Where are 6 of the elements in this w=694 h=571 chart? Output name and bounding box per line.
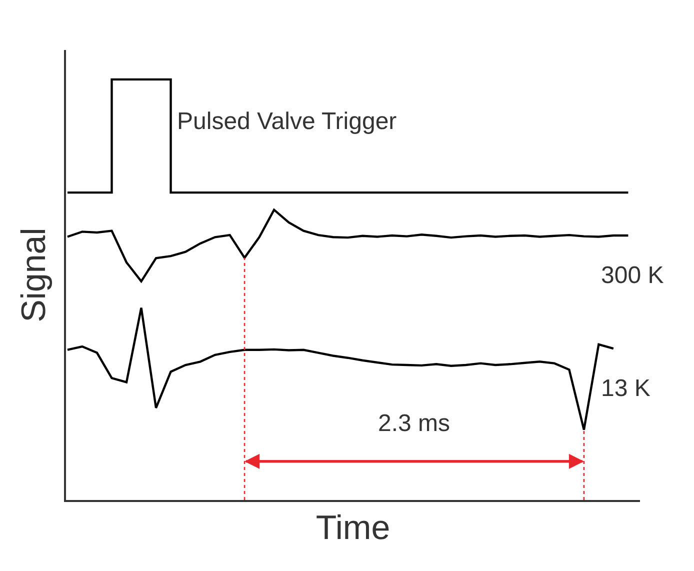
series-label: 13 K <box>601 375 650 402</box>
series-label: 300 K <box>601 262 664 289</box>
series-label: Pulsed Valve Trigger <box>177 108 397 135</box>
x-axis-title: Time <box>316 508 390 547</box>
annotation: 2.3 ms <box>378 410 450 437</box>
y-axis-title: Signal <box>15 228 54 322</box>
